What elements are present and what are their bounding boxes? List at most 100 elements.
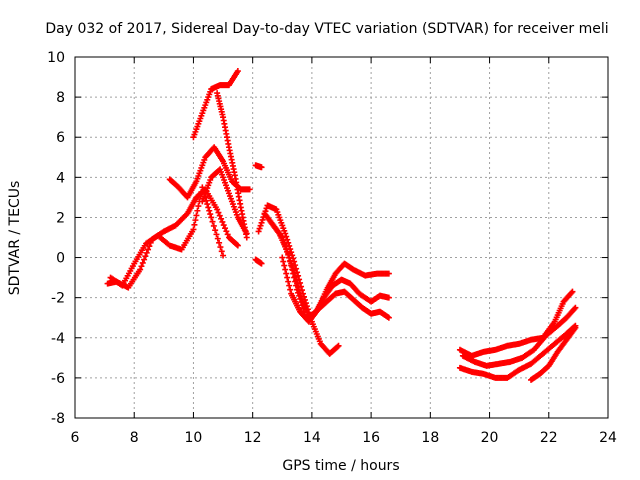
- y-tick-label: -8: [51, 411, 65, 427]
- data-point: [292, 278, 299, 285]
- data-point: [281, 262, 288, 269]
- data-point: [258, 260, 265, 267]
- x-tick-label: 14: [303, 430, 321, 446]
- x-tick-label: 18: [421, 430, 439, 446]
- data-point: [385, 270, 392, 277]
- data-point: [285, 250, 292, 257]
- y-axis-label: SDTVAR / TECUs: [7, 181, 23, 296]
- data-point: [282, 266, 289, 273]
- data-series: [104, 68, 579, 383]
- data-point: [571, 305, 578, 312]
- y-tick-label: 2: [56, 210, 65, 226]
- data-point: [194, 207, 201, 214]
- x-tick-label: 10: [185, 430, 203, 446]
- data-point: [195, 203, 202, 210]
- data-point: [143, 249, 150, 256]
- data-point: [216, 212, 223, 219]
- data-point: [206, 207, 213, 214]
- data-point: [289, 266, 296, 273]
- y-tick-label: 0: [56, 251, 65, 267]
- data-point: [280, 258, 287, 265]
- data-point: [217, 244, 224, 251]
- data-point: [141, 256, 148, 263]
- series-track-10: [279, 254, 392, 325]
- data-point: [213, 231, 220, 238]
- x-tick-label: 22: [540, 430, 558, 446]
- data-point: [385, 294, 392, 301]
- data-point: [214, 235, 221, 242]
- series-track-4: [190, 68, 241, 141]
- series-track-13: [456, 288, 576, 359]
- data-point: [234, 68, 241, 75]
- data-point: [295, 289, 302, 296]
- data-point: [293, 282, 300, 289]
- x-tick-label: 12: [244, 430, 262, 446]
- data-point: [145, 246, 152, 253]
- data-point: [208, 214, 215, 221]
- data-point: [218, 215, 225, 222]
- data-point: [205, 204, 212, 211]
- data-point: [216, 239, 223, 246]
- series-track-6: [199, 166, 250, 237]
- data-point: [279, 254, 286, 261]
- data-point: [219, 218, 226, 225]
- data-point: [258, 164, 265, 171]
- data-point: [193, 212, 200, 219]
- series-track-1: [104, 186, 241, 291]
- data-point: [569, 288, 576, 295]
- data-point: [142, 253, 149, 260]
- y-tick-label: 4: [56, 170, 65, 186]
- data-point: [284, 274, 291, 281]
- x-tick-label: 16: [362, 430, 380, 446]
- data-point: [290, 270, 297, 277]
- data-point: [291, 274, 298, 281]
- data-point: [223, 228, 230, 235]
- data-point: [214, 206, 221, 213]
- data-point: [282, 230, 289, 237]
- y-tick-label: -2: [51, 291, 65, 307]
- data-point: [138, 263, 145, 270]
- data-point: [246, 186, 253, 193]
- data-point: [233, 241, 240, 248]
- data-point: [385, 314, 392, 321]
- data-point: [296, 292, 303, 299]
- data-point: [210, 222, 217, 229]
- data-point: [294, 286, 301, 293]
- y-tick-label: 10: [47, 50, 65, 66]
- data-point: [243, 230, 250, 237]
- grid: [75, 57, 608, 418]
- series-track-16: [528, 324, 579, 383]
- data-point: [204, 201, 211, 208]
- data-point: [207, 211, 214, 218]
- data-point: [287, 258, 294, 265]
- data-point: [209, 218, 216, 225]
- chart-title: Day 032 of 2017, Sidereal Day-to-day VTE…: [45, 21, 608, 37]
- data-point: [296, 276, 303, 283]
- series-track-2: [107, 184, 227, 289]
- data-point: [258, 219, 265, 226]
- data-point: [283, 270, 290, 277]
- data-point: [572, 324, 579, 331]
- data-point: [286, 254, 293, 261]
- y-tick-label: -6: [51, 371, 65, 387]
- data-point: [234, 242, 241, 249]
- data-point: [215, 209, 222, 216]
- data-point: [572, 304, 579, 311]
- data-point: [139, 259, 146, 266]
- data-point: [218, 248, 225, 255]
- data-point: [285, 278, 292, 285]
- data-point: [288, 262, 295, 269]
- x-tick-label: 20: [481, 430, 499, 446]
- x-tick-label: 6: [71, 430, 80, 446]
- y-tick-label: -4: [51, 331, 65, 347]
- data-point: [190, 226, 197, 233]
- x-axis-ticks: 6 8 10 12 14 16 18 20 22 24: [71, 57, 617, 446]
- data-point: [212, 227, 219, 234]
- data-point: [192, 217, 199, 224]
- data-point: [287, 286, 294, 293]
- data-point: [297, 296, 304, 303]
- data-point: [256, 225, 263, 232]
- data-point: [220, 252, 227, 259]
- data-point: [220, 222, 227, 229]
